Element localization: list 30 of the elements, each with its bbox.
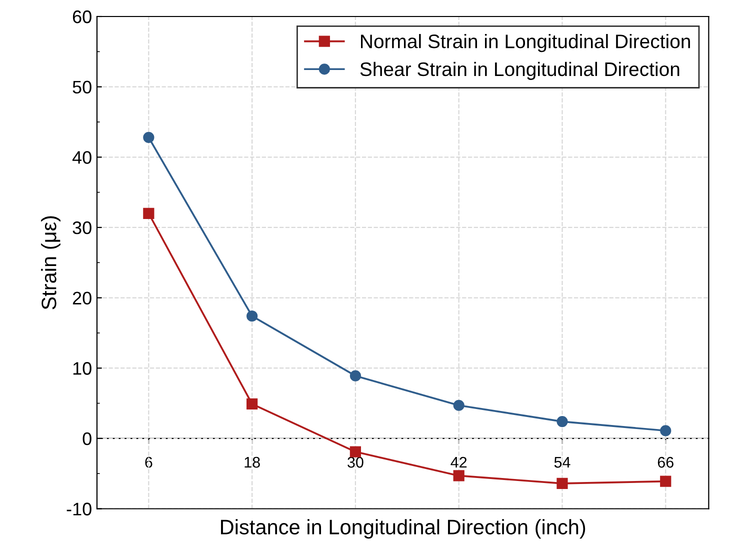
point (453, 470, 464, 482)
point (660, 425, 672, 436)
y-tick-label: 20 (72, 292, 92, 305)
point (350, 446, 362, 458)
point (350, 370, 362, 382)
y-tick-label: 50 (72, 80, 92, 94)
y-tick-label: 40 (72, 151, 92, 164)
x-axis-title: Distance in Longitudinal Direction (inch) (221, 519, 586, 539)
point (246, 310, 258, 322)
point (143, 208, 154, 219)
point (246, 398, 258, 410)
y-axis-title: Strain (με) (41, 216, 60, 310)
point (556, 478, 568, 489)
legend-label: Shear Strain in Longitudinal Direction (360, 62, 680, 80)
legend-label: Normal Strain in Longitudinal Direction (361, 34, 690, 52)
x-tick-label: 30 (348, 456, 364, 468)
x-tick-label: 42 (450, 456, 467, 468)
y-tick-label: 10 (73, 362, 92, 375)
y-tick-label: -10 (66, 502, 92, 516)
x-tick-label: 6 (145, 456, 152, 468)
point (660, 476, 672, 487)
y-tick-label: 0 (82, 432, 92, 446)
y-tick-label: 60 (72, 10, 92, 24)
x-tick-label: 54 (554, 457, 570, 468)
y-tick-label: 30 (72, 221, 92, 234)
x-tick-label: 66 (658, 456, 674, 468)
x-tick-label: 18 (244, 456, 260, 468)
point (453, 400, 464, 411)
point (556, 416, 568, 428)
point (143, 132, 154, 144)
